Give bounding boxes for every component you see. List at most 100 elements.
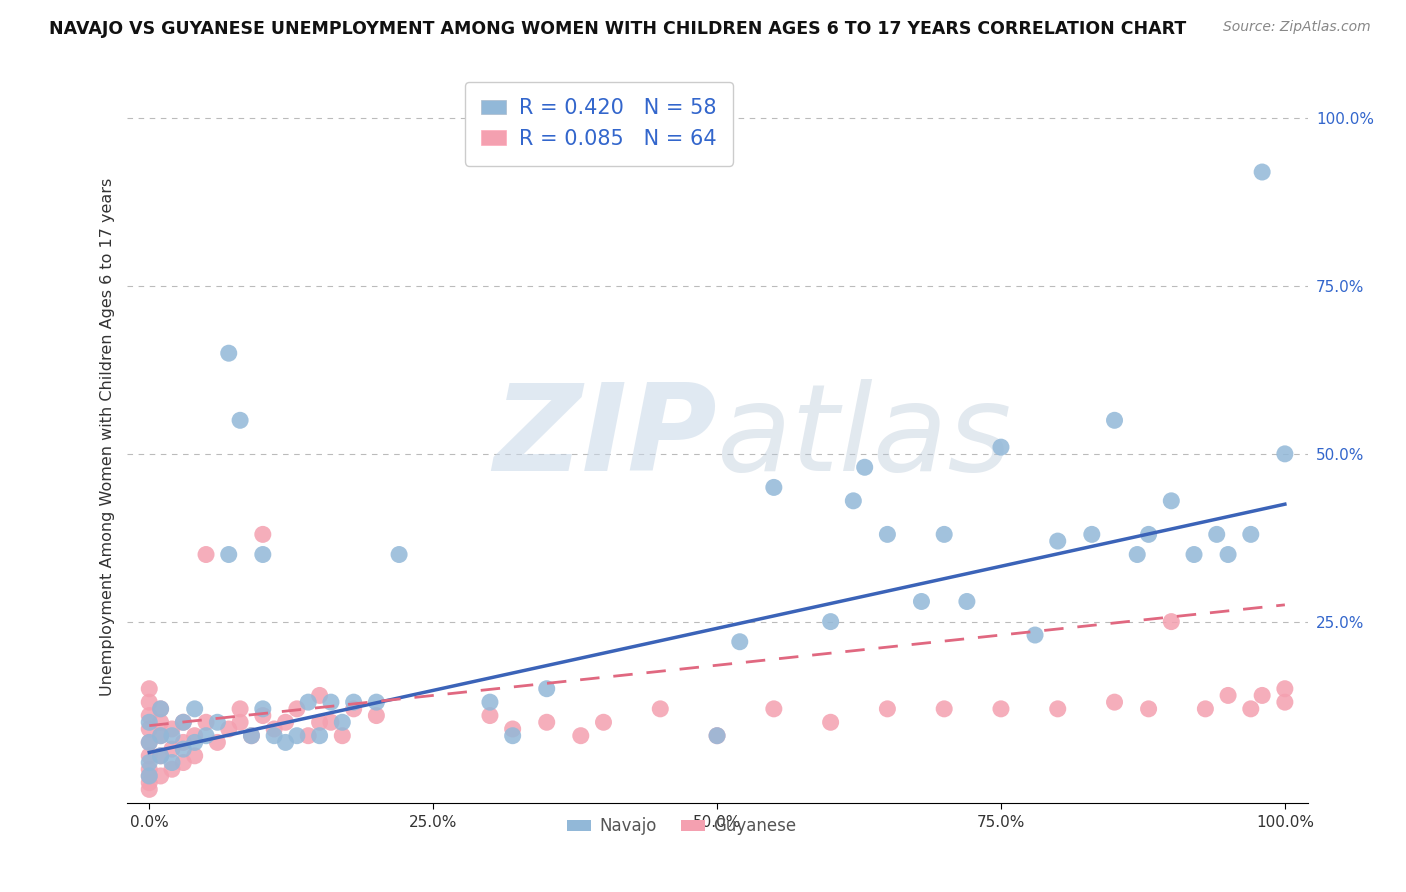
Point <box>1251 689 1274 703</box>
Point <box>853 460 876 475</box>
Point <box>172 742 194 756</box>
Point <box>252 548 274 562</box>
Point <box>160 756 183 770</box>
Point <box>274 735 297 749</box>
Point <box>308 715 330 730</box>
Point <box>138 735 160 749</box>
Point <box>149 702 172 716</box>
Point <box>876 527 898 541</box>
Point <box>934 527 956 541</box>
Point <box>308 729 330 743</box>
Point <box>172 756 194 770</box>
Point <box>1137 527 1160 541</box>
Point <box>138 769 160 783</box>
Point <box>706 729 728 743</box>
Point <box>592 715 614 730</box>
Point <box>138 762 160 776</box>
Point <box>706 729 728 743</box>
Point <box>149 729 172 743</box>
Legend: Navajo, Guyanese: Navajo, Guyanese <box>561 811 803 842</box>
Point <box>1160 493 1182 508</box>
Point <box>138 735 160 749</box>
Point <box>478 695 501 709</box>
Point <box>252 702 274 716</box>
Point <box>138 775 160 789</box>
Point <box>1216 548 1239 562</box>
Point <box>285 729 308 743</box>
Point <box>263 722 285 736</box>
Point <box>138 722 160 736</box>
Point <box>240 729 263 743</box>
Point <box>149 702 172 716</box>
Point <box>1046 702 1069 716</box>
Point <box>207 715 229 730</box>
Point <box>218 722 240 736</box>
Point <box>195 729 218 743</box>
Point <box>1104 695 1126 709</box>
Point <box>285 702 308 716</box>
Point <box>138 708 160 723</box>
Point <box>343 702 366 716</box>
Point <box>160 729 183 743</box>
Point <box>149 769 172 783</box>
Point <box>1126 548 1149 562</box>
Point <box>183 729 205 743</box>
Point <box>1024 628 1046 642</box>
Point <box>343 695 366 709</box>
Point <box>207 735 229 749</box>
Point <box>195 548 218 562</box>
Text: Source: ZipAtlas.com: Source: ZipAtlas.com <box>1223 20 1371 34</box>
Point <box>910 594 932 608</box>
Point <box>990 440 1012 454</box>
Point <box>1160 615 1182 629</box>
Point <box>138 769 160 783</box>
Point <box>1104 413 1126 427</box>
Point <box>183 735 205 749</box>
Point <box>240 729 263 743</box>
Point <box>502 729 524 743</box>
Point <box>172 735 194 749</box>
Point <box>252 708 274 723</box>
Point <box>990 702 1012 716</box>
Point <box>297 729 319 743</box>
Point <box>1137 702 1160 716</box>
Point <box>229 715 252 730</box>
Point <box>366 708 388 723</box>
Text: atlas: atlas <box>717 378 1012 496</box>
Point <box>138 756 160 770</box>
Point <box>138 748 160 763</box>
Point <box>1240 702 1263 716</box>
Point <box>650 702 672 716</box>
Point <box>1081 527 1104 541</box>
Point <box>297 695 319 709</box>
Point <box>762 480 785 494</box>
Point <box>149 715 172 730</box>
Point <box>1205 527 1227 541</box>
Point <box>319 695 342 709</box>
Point <box>876 702 898 716</box>
Point <box>330 715 353 730</box>
Point <box>138 695 160 709</box>
Point <box>1216 689 1239 703</box>
Point <box>160 762 183 776</box>
Point <box>1274 695 1296 709</box>
Point <box>195 715 218 730</box>
Point <box>1274 447 1296 461</box>
Point <box>274 715 297 730</box>
Point <box>218 548 240 562</box>
Point <box>388 548 411 562</box>
Point <box>149 729 172 743</box>
Point <box>149 748 172 763</box>
Point <box>366 695 388 709</box>
Point <box>956 594 979 608</box>
Point <box>1046 534 1069 549</box>
Point <box>478 708 501 723</box>
Point <box>229 413 252 427</box>
Text: NAVAJO VS GUYANESE UNEMPLOYMENT AMONG WOMEN WITH CHILDREN AGES 6 TO 17 YEARS COR: NAVAJO VS GUYANESE UNEMPLOYMENT AMONG WO… <box>49 20 1187 37</box>
Point <box>569 729 592 743</box>
Point <box>536 715 558 730</box>
Point <box>1251 165 1274 179</box>
Point <box>842 493 865 508</box>
Point <box>138 715 160 730</box>
Point <box>536 681 558 696</box>
